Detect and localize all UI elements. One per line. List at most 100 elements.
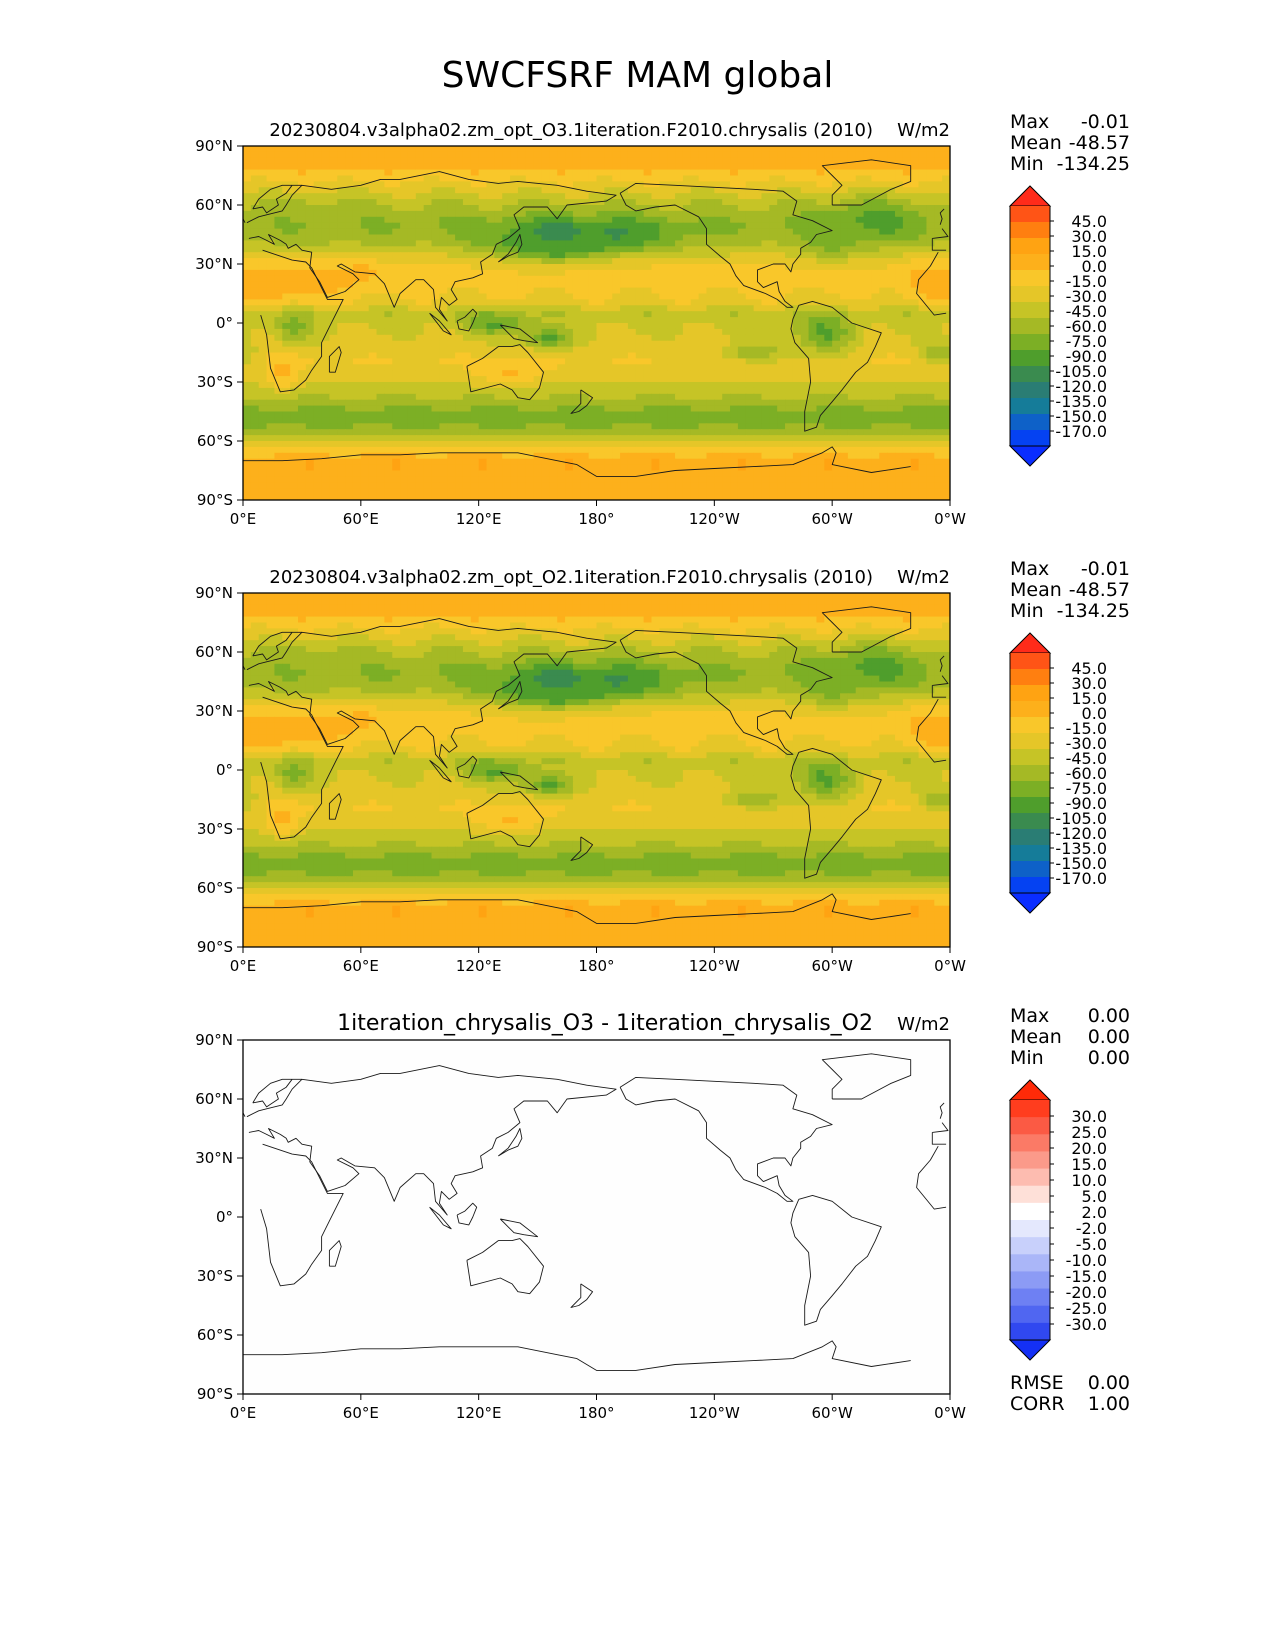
colorbar-band [1010, 1151, 1050, 1170]
colorbar-label: -75.0 [1066, 779, 1107, 798]
x-tick-label: 60°W [811, 1404, 853, 1422]
y-tick-label: 30°N [195, 1149, 233, 1167]
colorbar-label: -45.0 [1066, 749, 1107, 768]
colorbar-band [1010, 845, 1050, 862]
map-panel-1: 0°E 60°E 120°E 180° 120°W 60°W 0°W 90°N 60°N 30°N… [195, 120, 966, 528]
colorbar-label: 30.0 [1071, 227, 1107, 246]
colorbar-band [1010, 653, 1050, 670]
x-tick-label: 0°E [230, 510, 257, 528]
y-tick-label: 90°S [197, 938, 233, 956]
stat-label: Mean [1010, 579, 1062, 601]
coastlines [243, 1053, 949, 1371]
map-panel-3: 0°E 60°E 120°E 180° 120°W 60°W 0°W 90°N 60°N 30°N… [195, 1011, 966, 1422]
colorbar-label: 20.0 [1071, 1139, 1107, 1158]
colorbar-band [1010, 1202, 1050, 1221]
colorbar-band [1010, 334, 1050, 351]
map-panel-2: 0°E 60°E 120°E 180° 120°W 60°W 0°W 90°N 60°N 30°N… [195, 567, 966, 975]
colorbar-band [1010, 350, 1050, 367]
coastlines [243, 159, 949, 477]
colorbar-band [1010, 1305, 1050, 1324]
colorbar-band [1010, 669, 1050, 686]
y-tick-label: 90°S [197, 1385, 233, 1403]
colorbar-band [1010, 398, 1050, 415]
x-tick-label: 120°E [456, 510, 502, 528]
x-tick-label: 60°W [811, 510, 853, 528]
colorbar-label: -90.0 [1066, 794, 1107, 813]
colorbar-label: -30.0 [1066, 734, 1107, 753]
colorbar-label: -105.0 [1055, 809, 1107, 828]
colorbar-label: -90.0 [1066, 347, 1107, 366]
stat-label: RMSE [1010, 1372, 1064, 1394]
stat-label: Mean [1010, 1026, 1062, 1048]
colorbar-label: 15.0 [1071, 1155, 1107, 1174]
colorbar-label: -20.0 [1066, 1283, 1107, 1302]
y-tick-label: 0° [216, 761, 233, 779]
stat-value: 0.00 [1087, 1026, 1130, 1048]
colorbar-band [1010, 318, 1050, 335]
colorbar-band [1010, 238, 1050, 255]
panel-units: W/m2 [897, 1014, 950, 1035]
colorbar-band [1010, 765, 1050, 782]
y-tick-label: 0° [216, 1208, 233, 1226]
x-tick-label: 120°W [689, 510, 740, 528]
colorbar-band [1010, 286, 1050, 303]
colorbar-label: 30.0 [1071, 1107, 1107, 1126]
figure-title: SWCFSRF MAM global [441, 55, 834, 96]
x-tick-label: 0°E [230, 1404, 257, 1422]
colorbar-label: -150.0 [1055, 407, 1107, 426]
y-tick-label: 60°S [197, 879, 233, 897]
colorbar-label: -150.0 [1055, 854, 1107, 873]
y-tick-label: 0° [216, 314, 233, 332]
colorbar-extend-min [1008, 892, 1052, 914]
stat-value: -48.57 [1068, 132, 1130, 154]
colorbar-label: 0.0 [1082, 257, 1107, 276]
colorbar-label: -135.0 [1055, 839, 1107, 858]
colorbar-label: -25.0 [1066, 1299, 1107, 1318]
colorbar-label: -15.0 [1066, 1267, 1107, 1286]
y-tick-label: 90°N [195, 137, 233, 155]
colorbar-extend-max [1008, 185, 1052, 207]
y-tick-label: 60°S [197, 1326, 233, 1344]
colorbar-extend-min [1008, 445, 1052, 467]
x-tick-label: 120°W [689, 957, 740, 975]
colorbar-band [1010, 1254, 1050, 1272]
colorbar-band [1010, 254, 1050, 271]
x-tick-label: 180° [578, 1404, 614, 1422]
stat-value: 0.00 [1087, 1372, 1130, 1394]
colorbar-label: -45.0 [1066, 302, 1107, 321]
stat-value: 0.00 [1087, 1005, 1130, 1027]
colorbar-label: -10.0 [1066, 1251, 1107, 1270]
colorbar-label: -60.0 [1066, 317, 1107, 336]
colorbar-band [1010, 382, 1050, 399]
colorbar-extend-max [1008, 1079, 1052, 1101]
colorbar-label: 0.0 [1082, 704, 1107, 723]
difference-field [243, 1040, 950, 1394]
stat-label: Min [1010, 600, 1044, 622]
colorbar-2: 45.030.015.00.0-15.0-30.0-45.0-60.0-75.0… [1008, 632, 1107, 914]
colorbar-label: -2.0 [1076, 1219, 1107, 1238]
colorbar-band [1010, 430, 1050, 447]
panel-units: W/m2 [897, 567, 950, 588]
colorbar-band [1010, 1117, 1050, 1135]
stat-label: Min [1010, 153, 1044, 175]
panel-title: 20230804.v3alpha02.zm_opt_O3.1iteration.… [269, 120, 873, 141]
colorbar-band [1010, 877, 1050, 894]
colorbar-band [1010, 733, 1050, 750]
stat-value: -48.57 [1068, 579, 1130, 601]
colorbar-band [1010, 685, 1050, 702]
x-tick-label: 0°W [934, 510, 966, 528]
panel-title: 20230804.v3alpha02.zm_opt_O2.1iteration.… [269, 567, 873, 588]
colorbar-label: 2.0 [1082, 1203, 1107, 1222]
stat-value: 1.00 [1087, 1393, 1130, 1415]
colorbar-band [1010, 1220, 1050, 1238]
panel-units: W/m2 [897, 120, 950, 141]
y-tick-label: 30°S [197, 820, 233, 838]
colorbar-3: 30.025.020.015.010.05.02.0-2.0-5.0-10.0-… [1008, 1079, 1107, 1361]
x-tick-label: 180° [578, 510, 614, 528]
colorbar-extend-min [1008, 1339, 1052, 1361]
colorbar-label: -75.0 [1066, 332, 1107, 351]
colorbar-band [1010, 1168, 1050, 1187]
colorbar-band [1010, 701, 1050, 718]
colorbar-label: -60.0 [1066, 764, 1107, 783]
colorbar-band [1010, 781, 1050, 798]
